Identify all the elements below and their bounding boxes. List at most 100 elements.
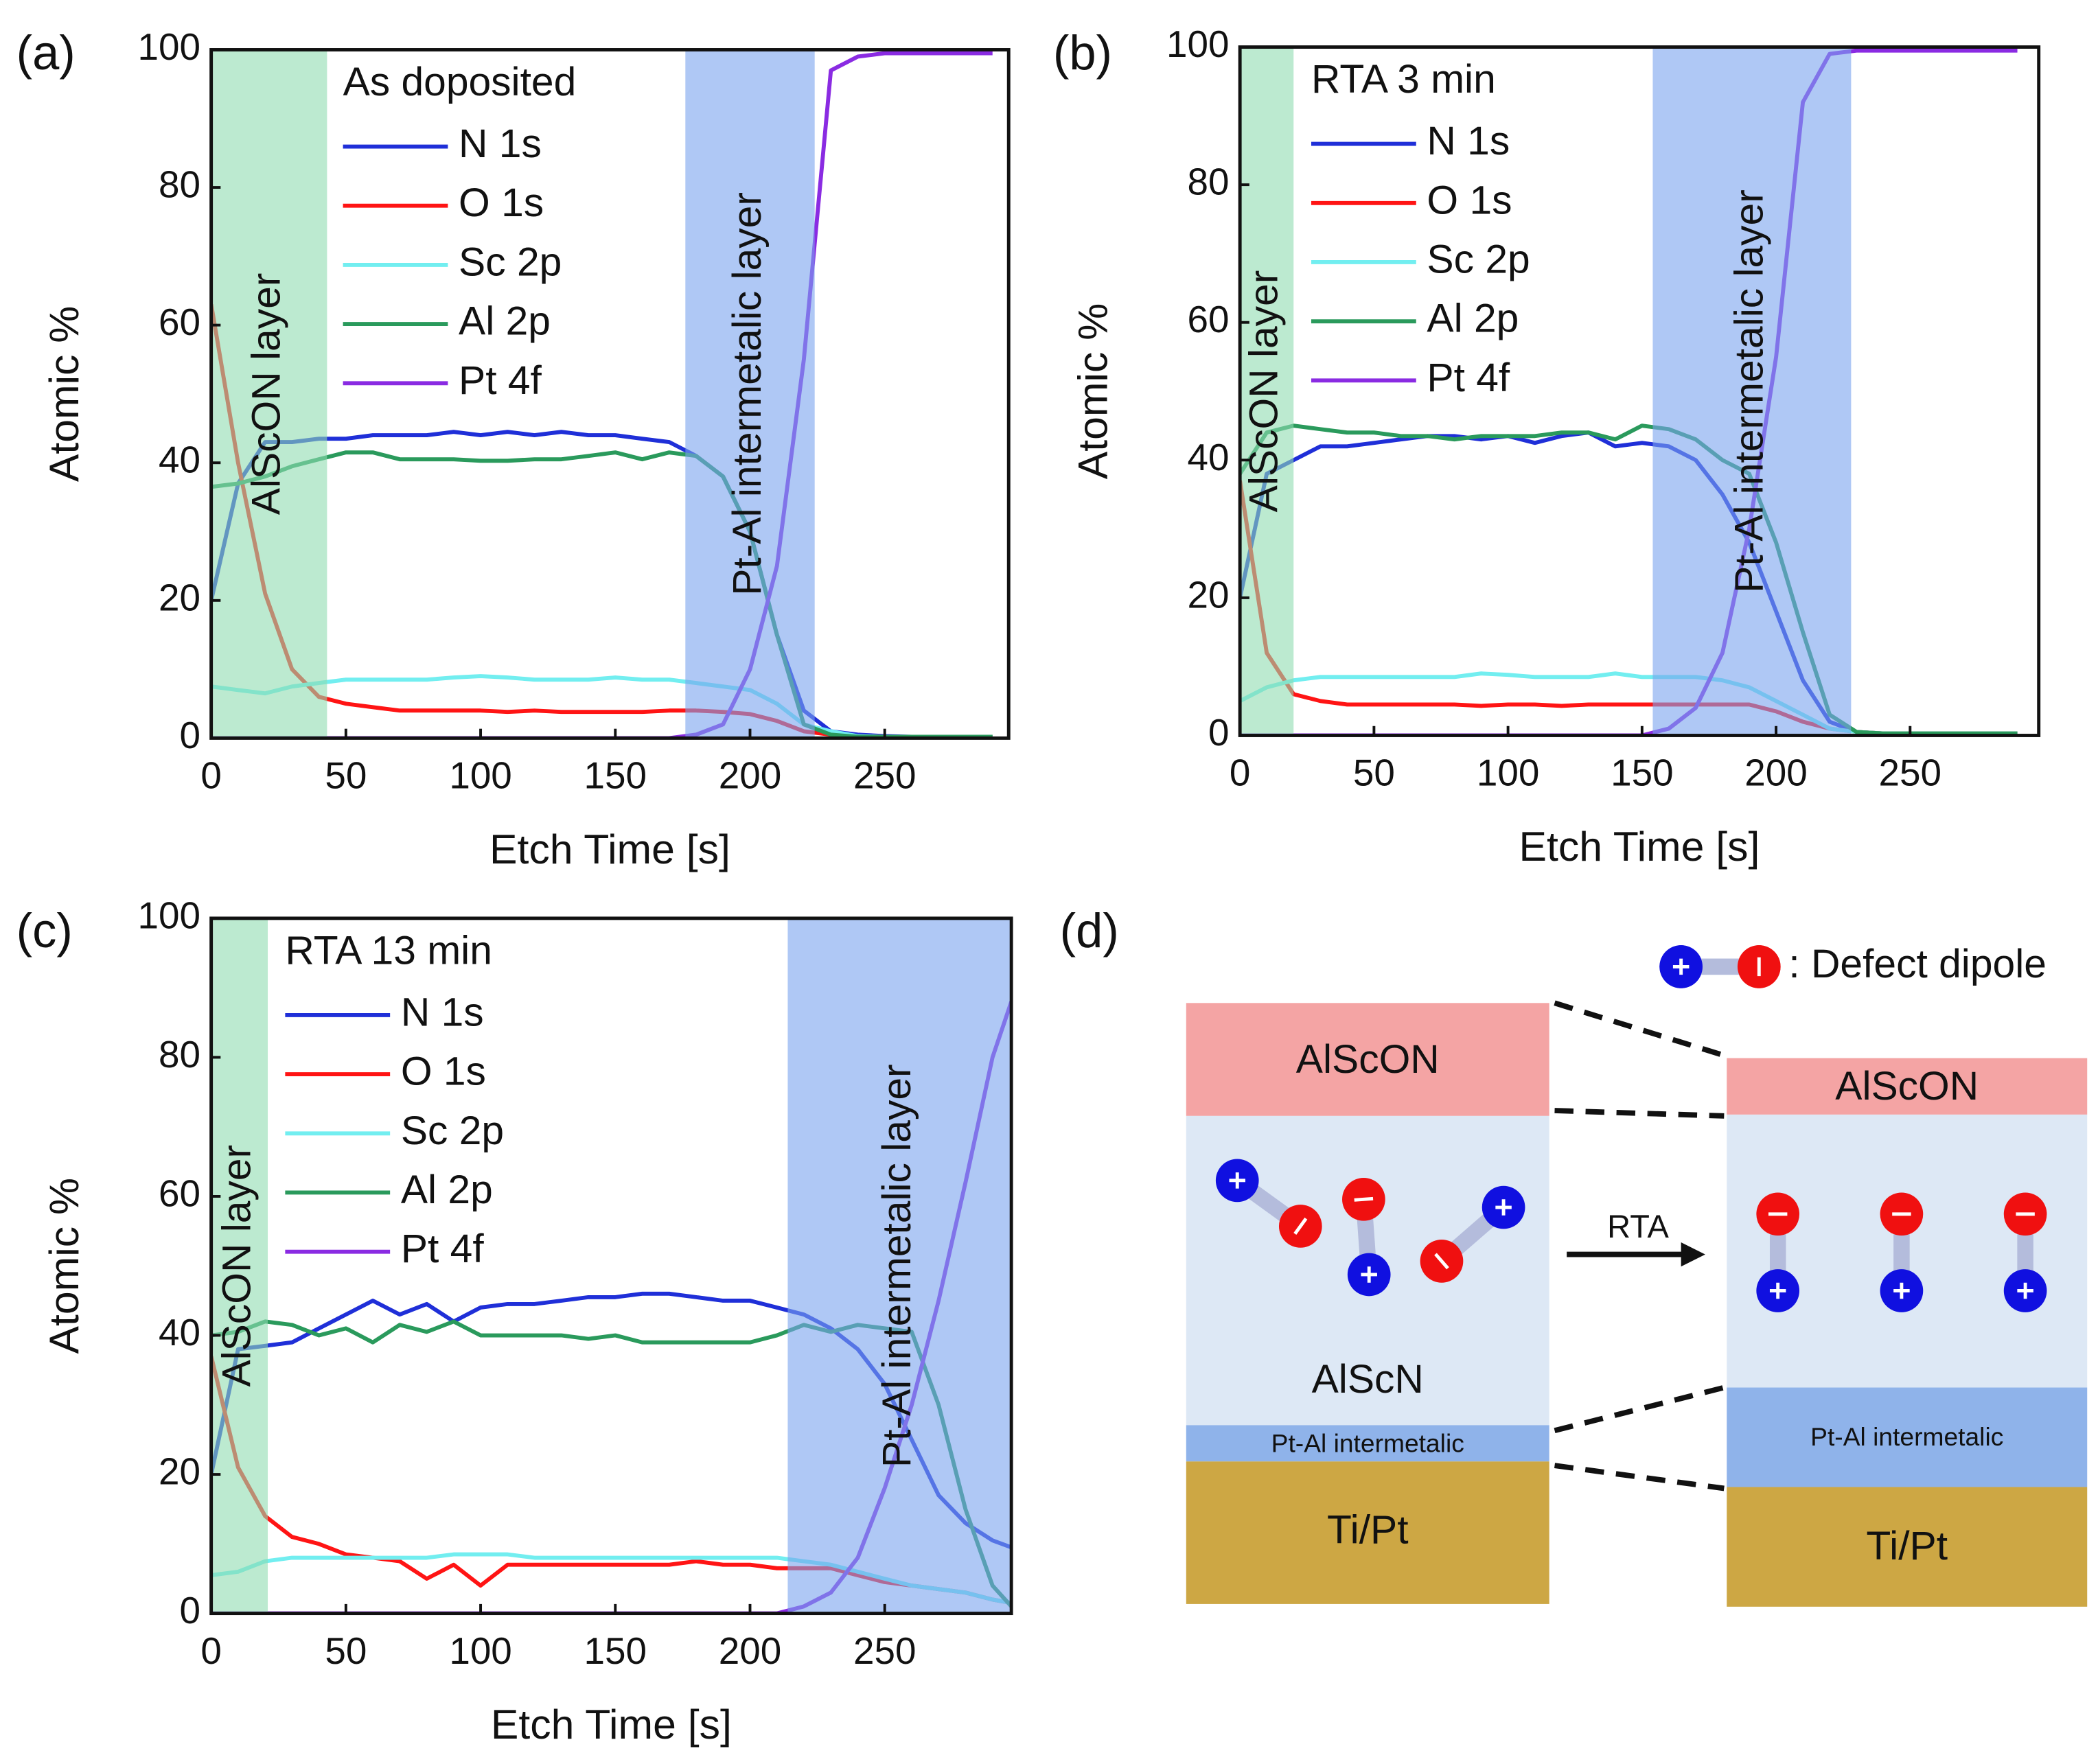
series-line <box>211 51 993 739</box>
layer-label: Pt-Al intermetalic <box>1271 1429 1464 1458</box>
plot-frame <box>1238 45 2041 737</box>
legend-label: Sc 2p <box>1427 237 1530 281</box>
series-line <box>1240 48 2018 736</box>
plus-sign <box>1495 1199 1512 1216</box>
layer <box>1727 1058 2088 1115</box>
legend-label: Sc 2p <box>401 1109 504 1153</box>
region-label: Pt-Al intermetalic layer <box>875 1064 919 1467</box>
x-tick-label: 200 <box>719 1629 781 1672</box>
region-label: Pt-Al intermetalic layer <box>725 192 770 596</box>
y-tick-label: 40 <box>1187 436 1229 478</box>
plus-sign <box>1229 1172 1245 1189</box>
arrow-label: RTA <box>1607 1208 1669 1244</box>
legend-label: Al 2p <box>401 1168 493 1212</box>
x-tick-label: 200 <box>1744 752 1807 794</box>
x-tick-label: 0 <box>200 754 222 797</box>
x-tick-label: 50 <box>325 1629 367 1672</box>
legend-label: O 1s <box>1427 178 1512 222</box>
x-tick-label: 0 <box>1230 752 1251 794</box>
layer <box>1727 1487 2088 1607</box>
shaded-region <box>1240 47 1294 736</box>
y-tick-label: 20 <box>159 1450 200 1493</box>
y-tick-label: 20 <box>1187 573 1229 616</box>
region-label: AlScON layer <box>1242 270 1287 513</box>
x-axis-label: Etch Time [s] <box>489 826 730 872</box>
plot-frame <box>209 48 1011 740</box>
legend-label: N 1s <box>401 990 484 1034</box>
legend-label: O 1s <box>401 1049 486 1094</box>
region-label: AlScON layer <box>214 1145 259 1387</box>
x-axis-label: Etch Time [s] <box>491 1701 732 1748</box>
x-tick-label: 250 <box>1879 752 1941 794</box>
y-tick-label: 20 <box>159 576 200 618</box>
arrow-head <box>1681 1242 1705 1267</box>
panel-label: (c) <box>16 903 73 958</box>
shaded-region <box>787 918 1012 1614</box>
plus-sign <box>1672 958 1690 975</box>
x-tick-label: 100 <box>1477 752 1539 794</box>
layer <box>1186 1461 1549 1604</box>
x-tick-label: 250 <box>853 754 916 797</box>
annotation: RTA 3 min <box>1311 57 1496 102</box>
panel-label: (b) <box>1053 25 1112 80</box>
plot-frame <box>209 916 1013 1616</box>
y-tick-label: 0 <box>1208 711 1230 754</box>
region-label: AlScON layer <box>244 273 289 515</box>
x-tick-label: 100 <box>449 1629 511 1672</box>
shaded-region <box>685 49 815 739</box>
x-tick-label: 50 <box>1353 752 1395 794</box>
layer-label: AlScN <box>1312 1357 1424 1402</box>
x-tick-label: 150 <box>584 754 647 797</box>
minus-sign <box>1434 1253 1449 1270</box>
layer-label: Pt-Al intermetalic <box>1810 1422 2003 1451</box>
plot-background <box>211 49 1009 739</box>
y-tick-label: 80 <box>159 1033 200 1076</box>
y-tick-label: 40 <box>159 439 200 481</box>
series-line <box>1240 423 2018 736</box>
panel-label: (d) <box>1060 903 1119 958</box>
x-tick-label: 0 <box>200 1629 222 1672</box>
plus-sign <box>1893 1282 1910 1299</box>
legend-label: Sc 2p <box>459 240 562 284</box>
layer-label: Ti/Pt <box>1327 1508 1409 1553</box>
x-tick-label: 200 <box>719 754 781 797</box>
legend-label: Al 2p <box>459 299 551 344</box>
plus-sign <box>2017 1282 2033 1299</box>
x-tick-label: 100 <box>449 754 511 797</box>
legend-label: N 1s <box>1427 119 1510 163</box>
diagram: (d) : Defect dipole AlScON AlScN Pt-Al i… <box>1060 903 2088 1607</box>
layer <box>1727 1387 2088 1487</box>
shaded-region <box>211 49 327 739</box>
y-axis-label: Atomic % <box>41 306 87 482</box>
y-tick-label: 60 <box>1187 298 1229 340</box>
y-axis-label: Atomic % <box>41 1178 87 1354</box>
y-tick-label: 100 <box>137 25 200 68</box>
legend-label: Al 2p <box>1427 297 1519 341</box>
x-axis-label: Etch Time [s] <box>1519 823 1760 870</box>
legend-label: Pt 4f <box>401 1227 485 1271</box>
layer-label: Ti/Pt <box>1866 1524 1948 1568</box>
chart: AlScON layer Pt-Al intermetalic layer 0 50 1… <box>1053 23 2041 870</box>
shaded-region <box>1652 47 1852 736</box>
legend-text: : Defect dipole <box>1788 942 2047 986</box>
panel-label: (a) <box>16 25 76 80</box>
legend-label: O 1s <box>459 181 544 225</box>
legend-label: N 1s <box>459 121 542 166</box>
y-tick-label: 80 <box>1187 161 1229 203</box>
minus-sign <box>1293 1217 1308 1235</box>
plus-sign <box>1769 1282 1786 1299</box>
x-tick-label: 150 <box>584 1629 647 1672</box>
region-label: Pt-Al intermetalic layer <box>1727 189 1771 593</box>
y-tick-label: 60 <box>159 1172 200 1214</box>
annotation: As doposited <box>343 60 577 104</box>
plot-background <box>1240 47 2039 736</box>
shaded-region <box>211 918 268 1614</box>
y-tick-label: 60 <box>159 301 200 343</box>
layer-label: AlScON <box>1835 1064 1979 1109</box>
y-tick-label: 0 <box>179 1589 200 1632</box>
layer <box>1186 1425 1549 1462</box>
plus-sign <box>1361 1266 1377 1283</box>
x-tick-label: 50 <box>325 754 367 797</box>
chart: AlScON layer Pt-Al intermetalic layer 0 50 1… <box>16 894 1013 1748</box>
annotation: RTA 13 min <box>285 928 492 973</box>
